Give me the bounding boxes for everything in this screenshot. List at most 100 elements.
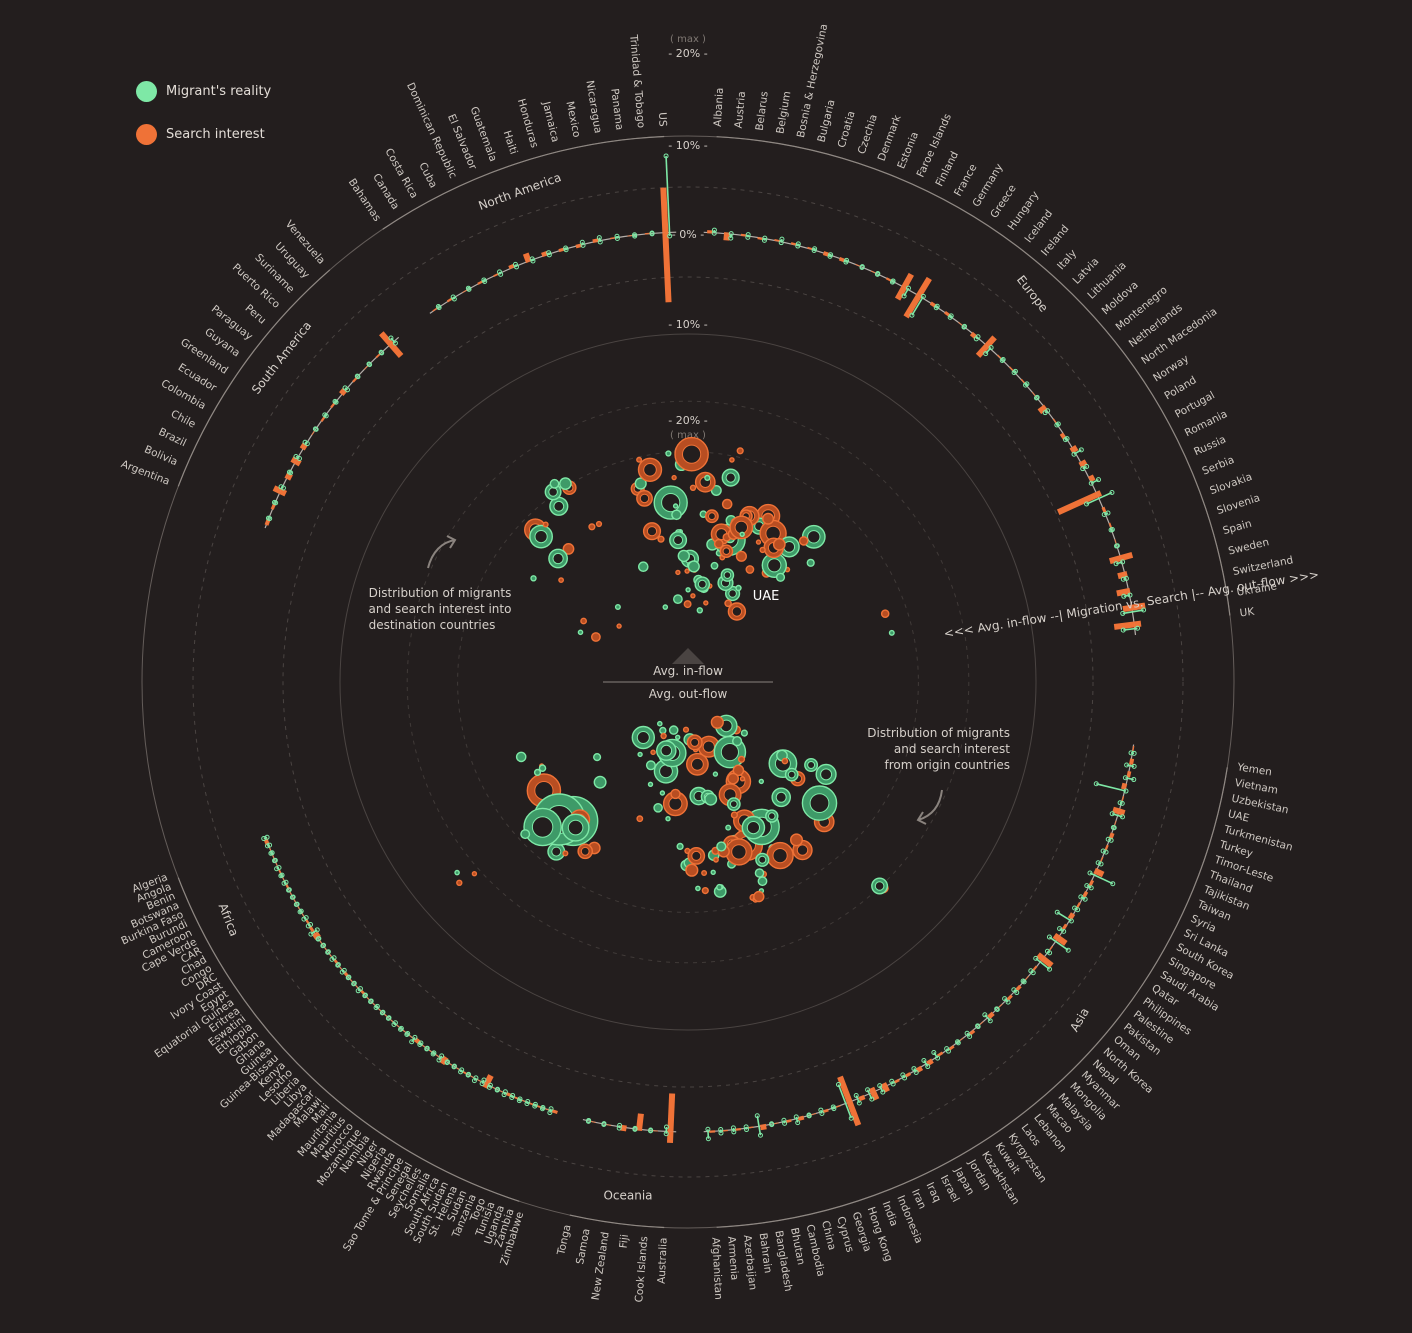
reality-dot-in [1044,948,1050,954]
reality-dot-out [663,153,669,159]
reality-line-in [345,388,348,391]
search-bar-out [541,250,548,257]
reality-dot-in [1033,955,1039,961]
country-label: Honduras [515,97,540,149]
search-bar-out [1015,985,1022,992]
search-bar-in [1052,932,1060,941]
reality-dot-in [316,936,322,942]
reality-dot-in [405,1030,411,1036]
legend-item-search: Search interest [136,123,271,145]
reality-line-in [1035,957,1041,963]
reality-line-out [1056,423,1059,426]
bubble-core [702,740,715,753]
reality-line-in [1103,513,1106,516]
bubble [701,870,708,877]
reality-dot-in [586,1117,592,1123]
search-bar-out [620,1126,627,1132]
bubble-core [767,558,782,573]
search-bar-out [1007,995,1013,1001]
bubble-core [796,844,809,856]
reality-line-out [989,347,992,350]
reality-dot-in [355,374,361,380]
destination-bubble-cluster [524,436,895,642]
reality-dot-in [1023,382,1029,388]
search-bar-out [1102,506,1107,513]
reality-dot-out [1014,990,1020,996]
reality-dot-out [1024,381,1030,387]
legend-label-reality: Migrant's reality [166,83,272,99]
search-bar-in [286,473,293,481]
reality-dot-out [1084,464,1090,470]
search-bar-out [1095,490,1103,498]
reality-dot-in [321,942,327,948]
bubble [559,477,572,490]
region-label: Africa [216,901,242,938]
search-bar-in [376,353,382,359]
bubble-core [768,812,776,820]
reality-dot-in [1078,894,1084,900]
bubble-core [720,743,740,762]
reality-dot-in [1011,370,1017,376]
reality-dot-in [1120,576,1126,582]
search-bar-in [837,1075,853,1104]
bubble [888,629,895,636]
bubble [647,781,654,787]
search-bar-in [1014,984,1021,991]
reality-line-in [452,297,456,300]
search-bar-out [311,933,318,940]
reality-dot-in [439,1053,445,1059]
scale-max-bottom: ( max ) [670,430,706,441]
reality-dot-in [730,1125,736,1131]
bubble-core [731,606,743,617]
search-bar-in [272,503,277,510]
region-outer-arc [177,877,520,1202]
reality-line-out [1013,370,1016,373]
reality-dot-in [380,1009,386,1015]
bubble [454,869,460,876]
bubble [471,871,478,877]
country-label: Austria [733,91,748,129]
search-bar-out [592,238,599,243]
search-bar-in [885,278,892,283]
reality-dot-in [663,1124,669,1130]
search-bar-in [302,444,308,451]
reality-dot-in [1105,836,1111,842]
reality-dot-out [1131,763,1137,769]
reality-dot-in [648,1127,654,1133]
bubble [737,755,746,763]
search-bar-out [272,485,282,494]
search-bar-out [505,1093,512,1098]
reality-dot-in [296,455,302,461]
bubble [562,543,575,555]
outflow-label: Avg. out-flow [649,687,728,701]
bubble [759,546,766,554]
search-bar-out [482,1082,490,1089]
reality-dot-out [1088,885,1094,891]
region-outer-arc [716,136,1231,616]
bubble [645,760,656,771]
reality-dot-in [532,1101,538,1107]
search-bar-out [901,272,914,289]
reality-dot-in [1011,987,1017,993]
search-bar-out [375,352,381,358]
bubble [740,729,749,737]
reality-dot-in [1046,934,1052,940]
reality-dot-in [1084,501,1090,507]
search-bar-in [331,402,336,409]
search-bar-out [308,926,314,933]
bubble [757,876,768,887]
bubble [542,521,549,528]
reality-line-out [957,1041,959,1044]
region-outer-arc [382,135,665,230]
country-label: Mexico [563,100,582,138]
search-bar-out [988,1013,995,1020]
reality-dot-out [354,373,360,379]
reality-dot-in [288,470,294,476]
search-bar-in [1093,867,1098,875]
bubble-core [820,768,833,781]
origin-note-line-3: from origin countries [885,758,1010,772]
search-bar-in [1069,447,1075,454]
reality-line-in [1046,950,1049,953]
reality-dot-out [705,1136,711,1142]
reality-line-in [1111,812,1119,817]
